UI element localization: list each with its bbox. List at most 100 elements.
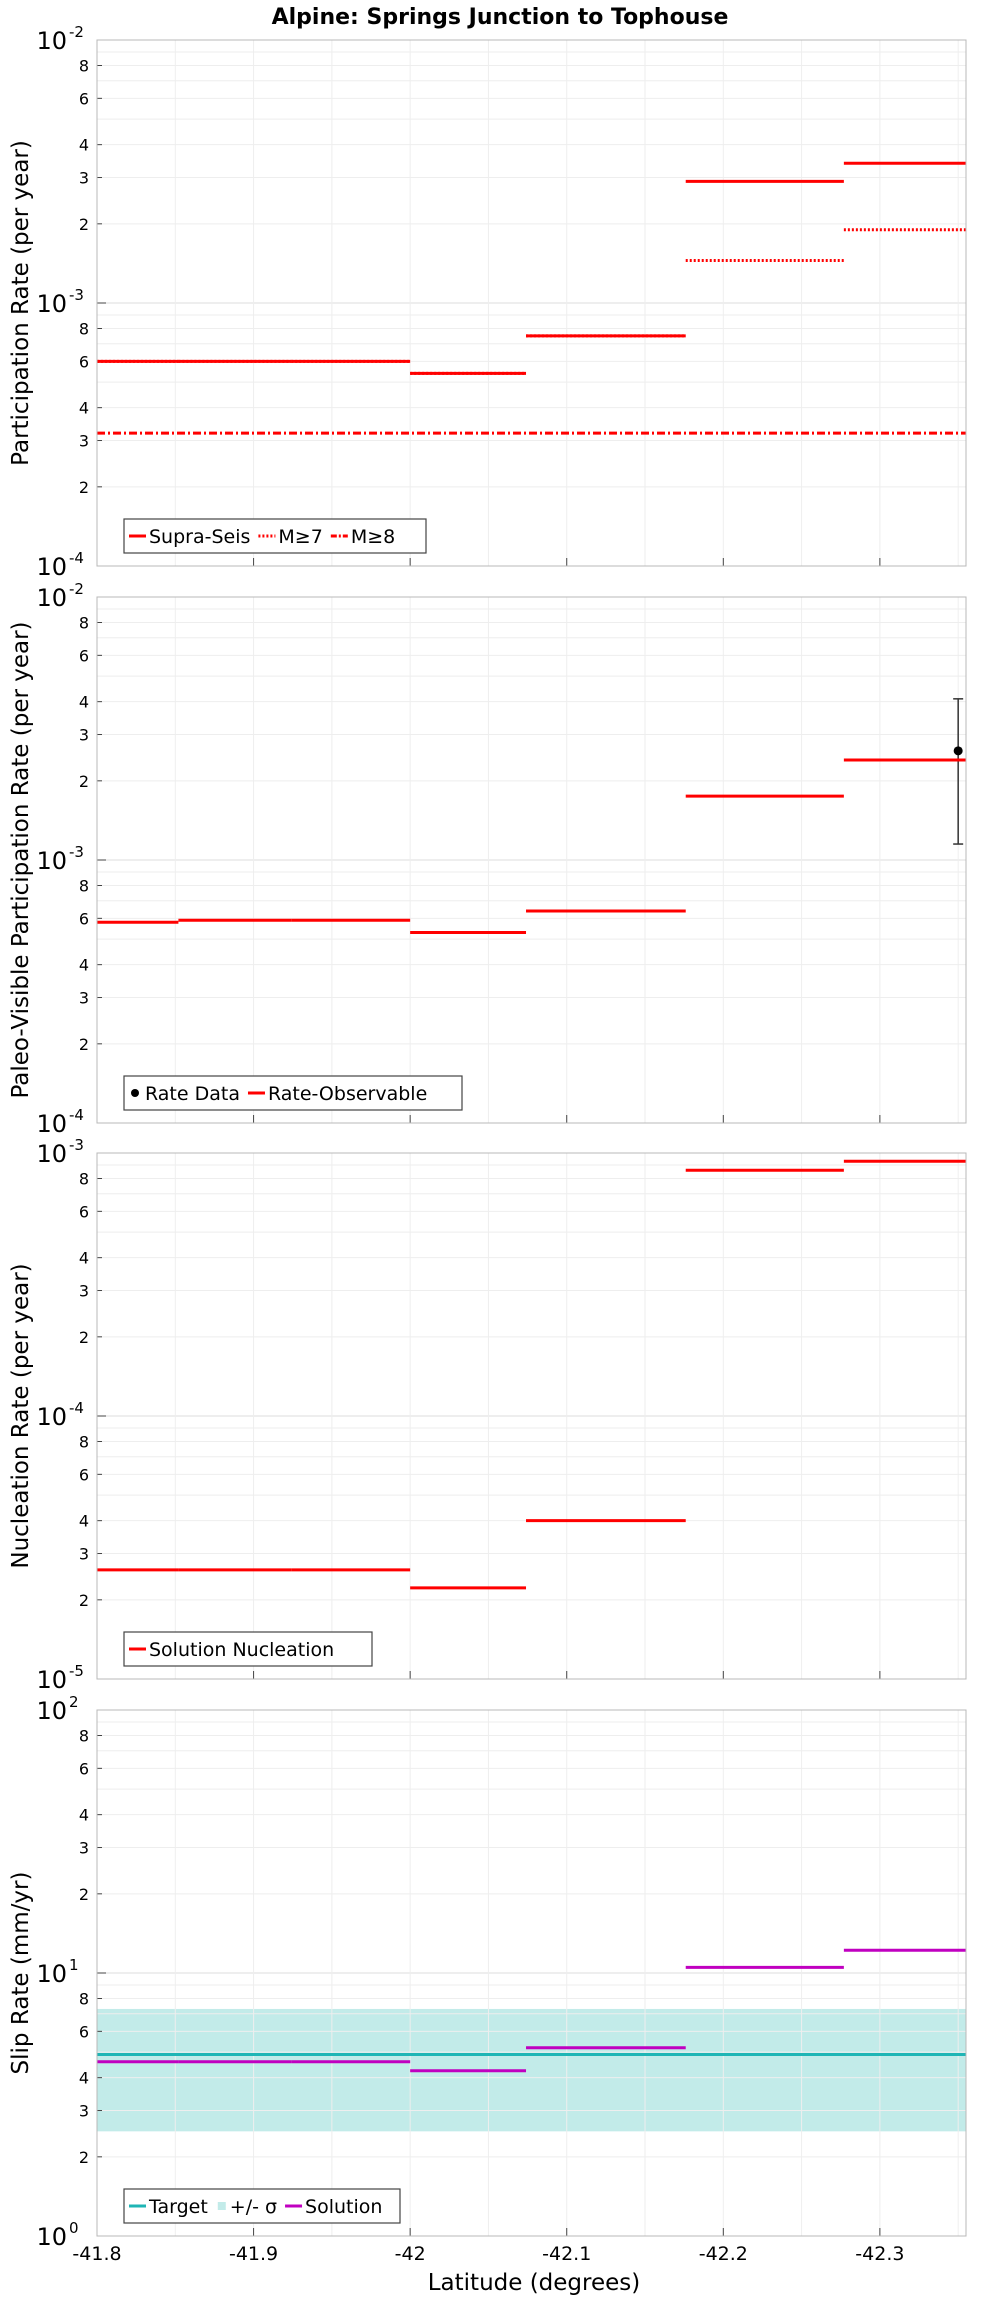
- y-minor-tick-label: 6: [79, 352, 89, 371]
- chart-title: Alpine: Springs Junction to Tophouse: [272, 5, 729, 30]
- legend-label: Target: [148, 2196, 208, 2218]
- y-minor-tick-label: 8: [79, 1989, 89, 2008]
- legend-label: Rate Data: [145, 1083, 240, 1105]
- y-minor-tick-label: 8: [79, 613, 89, 632]
- y-minor-tick-label: 3: [79, 1545, 89, 1564]
- y-minor-tick-label: 4: [79, 136, 89, 155]
- y-minor-tick-label: 4: [79, 1249, 89, 1268]
- y-axis-label: Paleo-Visible Participation Rate (per ye…: [8, 621, 34, 1098]
- y-axis-label: Nucleation Rate (per year): [8, 1263, 34, 1568]
- y-axis-label: Participation Rate (per year): [8, 140, 34, 466]
- y-minor-tick-label: 8: [79, 1432, 89, 1451]
- y-minor-tick-label: 8: [79, 1726, 89, 1745]
- y-minor-tick-label: 4: [79, 399, 89, 418]
- plot-frame: [96, 1709, 967, 2237]
- y-minor-tick-label: 8: [79, 1169, 89, 1188]
- y-minor-tick-label: 6: [79, 2022, 89, 2041]
- legend-swatch: [131, 1089, 139, 1097]
- legend-label: Solution: [305, 2196, 382, 2218]
- y-minor-tick-label: 2: [79, 2148, 89, 2167]
- y-major-tick-exponent: -3: [69, 286, 84, 304]
- y-major-tick-label: 10: [36, 1140, 67, 1168]
- y-major-tick-exponent: -2: [69, 23, 84, 41]
- y-minor-tick-label: 4: [79, 956, 89, 975]
- y-major-tick-exponent: 1: [69, 1956, 79, 1974]
- y-minor-tick-label: 3: [79, 2102, 89, 2121]
- y-minor-tick-label: 6: [79, 89, 89, 108]
- y-major-tick-exponent: -2: [69, 580, 84, 598]
- y-minor-tick-label: 3: [79, 1282, 89, 1301]
- y-major-tick-exponent: 0: [69, 2219, 79, 2237]
- y-minor-tick-label: 4: [79, 1806, 89, 1825]
- legend-label: Supra-Seis: [149, 526, 250, 548]
- y-major-tick-exponent: 2: [69, 1693, 79, 1711]
- legend-box: [123, 1631, 373, 1667]
- y-minor-tick-label: 6: [79, 1202, 89, 1221]
- legend-label: M≥7: [278, 526, 322, 548]
- y-major-tick-label: 10: [36, 1666, 67, 1694]
- y-minor-tick-label: 2: [79, 215, 89, 234]
- y-minor-tick-label: 2: [79, 1035, 89, 1054]
- x-tick-label: -42.1: [542, 2243, 591, 2265]
- y-minor-tick-label: 6: [79, 646, 89, 665]
- y-major-tick-exponent: -3: [69, 1136, 84, 1154]
- plot-frame: [96, 596, 967, 1124]
- y-minor-tick-label: 4: [79, 1512, 89, 1531]
- y-minor-tick-label: 3: [79, 726, 89, 745]
- y-minor-tick-label: 8: [79, 56, 89, 75]
- data-point: [953, 746, 963, 756]
- y-major-tick-exponent: -4: [69, 549, 84, 567]
- y-minor-tick-label: 3: [79, 169, 89, 188]
- plot-frame: [96, 39, 967, 567]
- y-minor-tick-label: 8: [79, 876, 89, 895]
- x-tick-label: -42.2: [699, 2243, 748, 2265]
- y-minor-tick-label: 2: [79, 1591, 89, 1610]
- y-major-tick-label: 10: [36, 27, 67, 55]
- legend-box: [123, 1075, 463, 1111]
- y-minor-tick-label: 2: [79, 478, 89, 497]
- y-major-tick-label: 10: [36, 847, 67, 875]
- y-major-tick-label: 10: [36, 1960, 67, 1988]
- y-minor-tick-label: 3: [79, 432, 89, 451]
- x-tick-label: -41.8: [72, 2243, 121, 2265]
- y-minor-tick-label: 6: [79, 1759, 89, 1778]
- y-minor-tick-label: 3: [79, 989, 89, 1008]
- y-major-tick-label: 10: [36, 1403, 67, 1431]
- x-tick-label: -41.9: [229, 2243, 278, 2265]
- legend-label: +/- σ: [230, 2196, 277, 2218]
- y-minor-tick-label: 8: [79, 319, 89, 338]
- y-major-tick-label: 10: [36, 1697, 67, 1725]
- y-minor-tick-label: 6: [79, 909, 89, 928]
- y-major-tick-label: 10: [36, 553, 67, 581]
- y-minor-tick-label: 2: [79, 1885, 89, 1904]
- legend-label: M≥8: [351, 526, 395, 548]
- y-major-tick-label: 10: [36, 584, 67, 612]
- y-major-tick-exponent: -3: [69, 843, 84, 861]
- x-axis-label: Latitude (degrees): [428, 2270, 641, 2296]
- legend-box: [123, 2188, 401, 2224]
- legend-label: Rate-Observable: [268, 1083, 427, 1105]
- y-minor-tick-label: 3: [79, 1839, 89, 1858]
- y-minor-tick-label: 2: [79, 1328, 89, 1347]
- y-major-tick-exponent: -4: [69, 1106, 84, 1124]
- y-minor-tick-label: 4: [79, 2069, 89, 2088]
- y-major-tick-label: 10: [36, 2223, 67, 2251]
- legend-swatch: [217, 2202, 226, 2210]
- y-axis-label: Slip Rate (mm/yr): [8, 1872, 34, 2075]
- y-major-tick-exponent: -4: [69, 1399, 84, 1417]
- x-tick-label: -42: [395, 2243, 426, 2265]
- y-minor-tick-label: 2: [79, 772, 89, 791]
- x-tick-label: -42.3: [855, 2243, 904, 2265]
- y-minor-tick-label: 4: [79, 693, 89, 712]
- y-major-tick-exponent: -5: [69, 1662, 84, 1680]
- legend-label: Solution Nucleation: [149, 1639, 334, 1661]
- sigma-band: [97, 2008, 966, 2132]
- plot-frame: [96, 1152, 967, 1680]
- y-major-tick-label: 10: [36, 290, 67, 318]
